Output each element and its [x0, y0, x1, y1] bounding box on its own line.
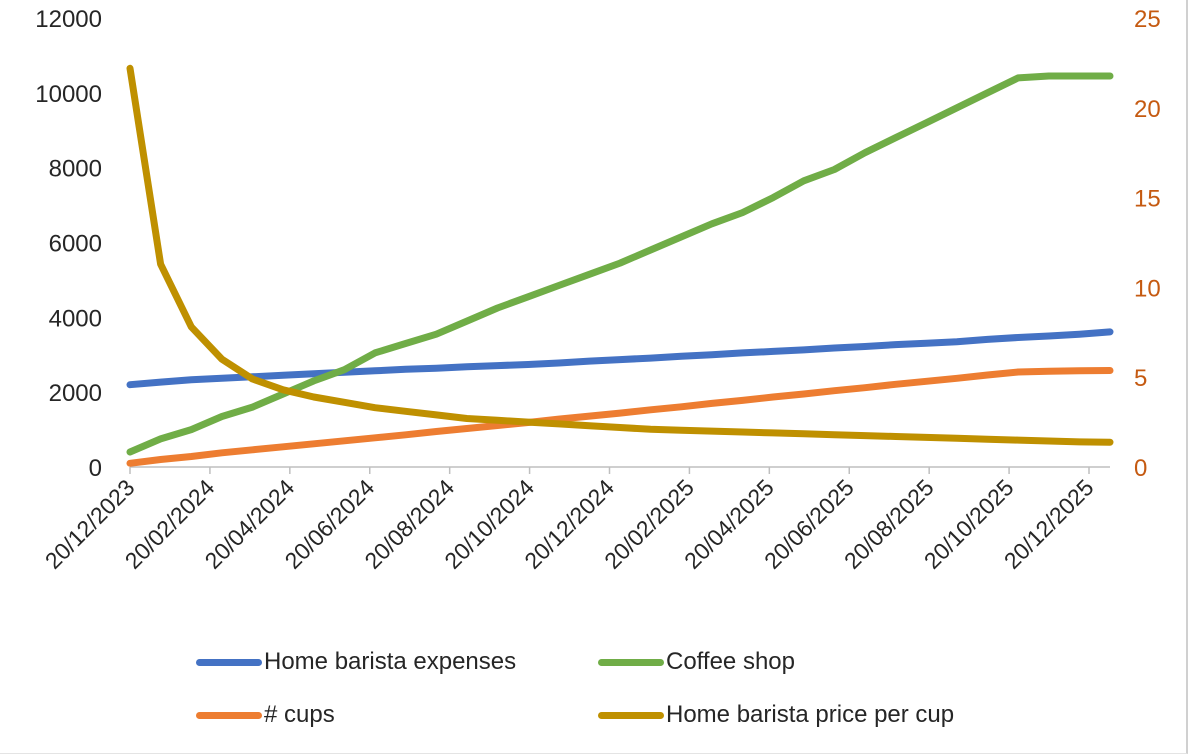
series-line-home-barista-price-per-cup: [126, 64, 1114, 446]
legend-label: Home barista expenses: [264, 648, 517, 675]
legend-item-home-barista-expenses: Home barista expenses: [196, 642, 516, 682]
legend-item-home-barista-price-per-cup: Home barista price per cup: [598, 695, 954, 735]
line-chart: 0 2000 4000 6000 8000 10000 12000 0 5 10 15 20 25 2…: [35, 6, 1161, 574]
legend-swatch: [196, 658, 262, 666]
right-axis-tick-label: 20: [1134, 96, 1161, 123]
x-axis-ticks: 20/12/202320/02/202420/04/202420/06/2024…: [40, 467, 1099, 574]
left-axis-tick-label: 4000: [49, 305, 102, 332]
legend-swatch: [196, 711, 262, 719]
right-axis-tick-label: 5: [1134, 365, 1147, 392]
left-axis-tick-label: 10000: [35, 81, 102, 108]
left-axis-tick-label: 2000: [49, 380, 102, 407]
series-line-home-barista-expenses: [126, 328, 1114, 389]
legend-label: Home barista price per cup: [666, 701, 955, 728]
series-line-cups: [126, 367, 1114, 467]
series-layer: [126, 64, 1114, 467]
series-line-coffee-shop: [126, 72, 1114, 456]
legend-swatch: [598, 658, 664, 666]
left-axis-ticks: 0 2000 4000 6000 8000 10000 12000: [35, 6, 102, 482]
right-axis-tick-label: 25: [1134, 6, 1161, 33]
left-axis-tick-label: 0: [89, 455, 102, 482]
right-axis-tick-label: 15: [1134, 186, 1161, 213]
left-axis-tick-label: 8000: [49, 156, 102, 183]
left-axis-tick-label: 6000: [49, 231, 102, 258]
right-axis-tick-label: 10: [1134, 275, 1161, 302]
chart-legend: Home barista expenses Coffee shop # cups…: [0, 640, 1188, 740]
left-axis-tick-label: 12000: [35, 6, 102, 33]
legend-label: # cups: [264, 701, 335, 728]
legend-item-coffee-shop: Coffee shop: [598, 642, 795, 682]
legend-label: Coffee shop: [666, 648, 795, 675]
right-axis-tick-label: 0: [1134, 455, 1147, 482]
right-axis-ticks: 0 5 10 15 20 25: [1134, 6, 1161, 482]
legend-item-cups: # cups: [196, 695, 335, 735]
legend-swatch: [598, 711, 664, 719]
